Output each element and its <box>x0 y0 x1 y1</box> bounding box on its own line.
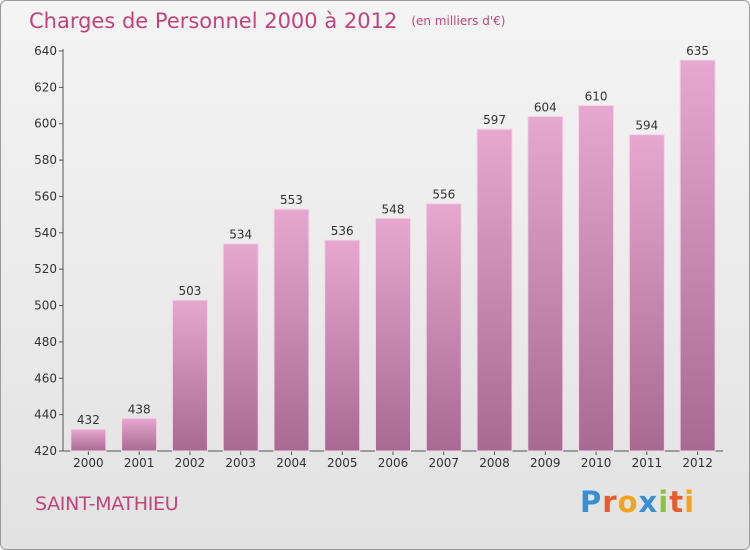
x-tick-label: 2000 <box>73 456 104 470</box>
data-label: 548 <box>382 202 405 216</box>
y-axis: 420 440 460 480 500 520 540 560 580 600 620 640 <box>34 44 64 458</box>
bar <box>70 428 107 452</box>
bar <box>171 299 208 452</box>
data-labels: 432 438 503 534 553 536 548 556 597 604 610 594 635 <box>77 44 709 427</box>
y-tick-label: 620 <box>34 80 57 94</box>
x-axis: 2000 2001 2002 2003 2004 2005 2006 2007 2008 2009… <box>63 450 723 470</box>
logo-letter: r <box>602 485 618 519</box>
bar <box>222 243 259 452</box>
y-tick-label: 480 <box>34 335 57 349</box>
logo-letter: P <box>580 485 603 519</box>
place-name: SAINT-MATHIEU <box>35 493 179 515</box>
bar <box>527 115 564 452</box>
data-label: 597 <box>483 113 506 127</box>
x-tick-label: 2003 <box>225 456 256 470</box>
x-tick-label: 2008 <box>479 456 510 470</box>
data-label: 553 <box>280 193 303 207</box>
proxiti-logo[interactable]: Proxiti <box>580 485 695 519</box>
x-tick-label: 2005 <box>327 456 358 470</box>
bar <box>425 203 462 452</box>
bar <box>121 417 158 452</box>
x-tick-label: 2010 <box>581 456 612 470</box>
y-tick-label: 520 <box>34 262 57 276</box>
bar <box>375 217 411 452</box>
data-label: 610 <box>585 90 608 104</box>
y-tick-label: 500 <box>34 299 57 313</box>
data-label: 534 <box>229 228 252 242</box>
chart-title-block: Charges de Personnel 2000 à 2012 (en mill… <box>29 5 505 37</box>
data-label: 594 <box>635 119 658 133</box>
bar <box>273 208 310 452</box>
data-label: 432 <box>77 413 100 427</box>
x-tick-label: 2012 <box>682 456 713 470</box>
logo-letter: t <box>669 485 685 519</box>
data-label: 536 <box>331 224 354 238</box>
bar-series <box>70 59 716 452</box>
bar <box>324 239 361 452</box>
x-tick-label: 2007 <box>428 456 459 470</box>
y-tick-label: 640 <box>34 44 57 58</box>
x-tick-label: 2006 <box>378 456 409 470</box>
x-tick-label: 2009 <box>530 456 561 470</box>
y-tick-label: 540 <box>34 226 57 240</box>
y-tick-label: 440 <box>34 408 57 422</box>
data-label: 635 <box>686 44 709 58</box>
data-label: 604 <box>534 100 557 114</box>
bar <box>628 134 665 452</box>
x-tick-label: 2004 <box>276 456 307 470</box>
y-tick-label: 420 <box>34 444 57 458</box>
logo-letter: x <box>638 485 659 519</box>
bar <box>476 128 513 452</box>
x-tick-label: 2001 <box>124 456 155 470</box>
chart-subtitle: (en milliers d'€) <box>411 14 506 28</box>
bar <box>578 105 615 452</box>
logo-letter: o <box>617 485 639 519</box>
data-label: 503 <box>178 284 201 298</box>
x-tick-label: 2011 <box>632 456 663 470</box>
data-label: 438 <box>128 402 151 416</box>
data-label: 556 <box>432 188 455 202</box>
bar <box>679 59 716 452</box>
logo-letter: i <box>658 485 670 519</box>
y-tick-label: 560 <box>34 189 57 203</box>
y-tick-label: 600 <box>34 117 57 131</box>
x-tick-label: 2002 <box>175 456 206 470</box>
logo-letter: i <box>684 485 696 519</box>
y-tick-label: 580 <box>34 153 57 167</box>
chart-title: Charges de Personnel 2000 à 2012 <box>29 9 398 33</box>
y-tick-label: 460 <box>34 371 57 385</box>
